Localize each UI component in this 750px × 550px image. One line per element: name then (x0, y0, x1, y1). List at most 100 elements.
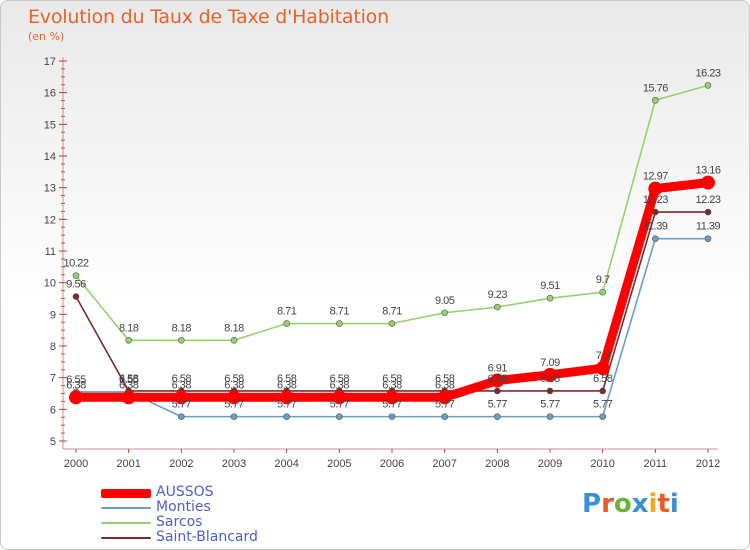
logo-letter: i (648, 489, 658, 519)
data-point (441, 413, 448, 420)
x-tick-label: 2011 (644, 458, 668, 470)
data-point (69, 390, 83, 405)
logo-letter: r (601, 489, 614, 519)
data-point (230, 413, 238, 420)
y-tick-label: 11 (45, 246, 56, 258)
logo-letter: i (669, 489, 679, 519)
x-tick-label: 2006 (380, 458, 404, 470)
data-point (283, 413, 290, 420)
data-point (178, 413, 185, 420)
data-label: 5.77 (540, 399, 560, 411)
data-point (72, 293, 80, 300)
logo-letter: t (657, 489, 670, 519)
data-point (336, 413, 343, 420)
data-point (494, 387, 501, 395)
y-tick-label: 16 (44, 88, 56, 100)
x-tick-label: 2004 (274, 458, 298, 470)
data-label: 9.05 (435, 295, 455, 307)
data-label: 6.91 (488, 363, 508, 375)
data-label: 6.38 (224, 379, 244, 391)
data-label: 5.77 (435, 399, 455, 411)
data-label: 5.77 (330, 399, 350, 411)
data-point (121, 390, 136, 405)
data-label: 6.58 (593, 373, 613, 385)
data-label: 6.55 (119, 374, 139, 386)
data-point (385, 390, 399, 405)
data-point (599, 387, 606, 395)
logo-letter: o (613, 489, 632, 519)
data-point (704, 82, 712, 89)
data-label: 9.23 (488, 289, 508, 301)
data-label: 6.58 (540, 373, 560, 385)
data-point (704, 235, 712, 242)
data-point (652, 235, 659, 242)
data-label: 5.77 (224, 399, 244, 411)
x-tick-label: 2010 (590, 458, 614, 470)
data-point (494, 413, 501, 420)
data-point (227, 390, 241, 405)
data-label: 7.3 (596, 350, 610, 362)
data-point (279, 390, 294, 405)
data-label: 6.58 (224, 373, 244, 385)
legend-label: Monties (156, 499, 211, 515)
data-label: 6.38 (330, 379, 350, 391)
data-point (648, 181, 663, 196)
data-point (441, 309, 448, 317)
series-line-sarcos (75, 84, 709, 342)
logo-letter: x (631, 489, 649, 519)
data-label: 6.38 (435, 379, 455, 391)
data-label: 6.58 (277, 373, 297, 385)
y-tick-label: 7 (50, 373, 56, 385)
data-label: 5.77 (593, 399, 613, 411)
data-label: 12.97 (643, 171, 668, 183)
data-label: 15.76 (643, 82, 668, 94)
data-label: 11.39 (643, 221, 668, 233)
legend-label: AUSSOS (156, 484, 214, 500)
data-label: 8.18 (224, 322, 244, 334)
data-label: 7.09 (540, 357, 560, 369)
data-point (543, 367, 557, 382)
series-line-aussos (71, 178, 713, 402)
legend-swatch (101, 522, 151, 524)
data-label: 11.39 (696, 221, 721, 233)
data-point (125, 336, 132, 344)
data-point (546, 387, 554, 395)
data-point (494, 303, 501, 311)
data-point (701, 175, 715, 190)
x-tick-label: 2009 (538, 458, 562, 470)
series-line-saint-blancard (75, 211, 709, 392)
legend-label: Saint-Blancard (156, 529, 258, 545)
y-tick-label: 17 (44, 56, 56, 68)
data-point (704, 208, 712, 216)
x-tick-label: 2002 (169, 458, 193, 470)
x-tick-label: 2003 (222, 458, 246, 470)
data-label: 8.18 (119, 322, 139, 334)
legend-swatch (101, 489, 151, 498)
data-point (72, 272, 80, 280)
data-label: 8.18 (172, 322, 192, 334)
data-point (178, 336, 185, 344)
y-tick-label: 15 (44, 119, 56, 131)
data-label: 6.55 (66, 374, 86, 386)
legend-label: Sarcos (156, 514, 203, 530)
data-label: 13.16 (695, 165, 720, 177)
legend-swatch (101, 507, 151, 509)
data-label: 6.58 (435, 373, 455, 385)
data-point (595, 361, 610, 376)
data-point (283, 320, 290, 327)
y-tick-label: 8 (50, 341, 56, 353)
data-label: 6.38 (277, 379, 297, 391)
data-point (230, 336, 238, 344)
data-label: 6.38 (66, 379, 86, 391)
data-label: 6.58 (330, 373, 350, 385)
data-label: 8.71 (330, 306, 350, 318)
x-tick-label: 2007 (432, 458, 456, 470)
data-label: 9.56 (66, 279, 86, 291)
data-label: 5.77 (488, 399, 508, 411)
y-tick-label: 13 (44, 183, 56, 195)
data-point (437, 390, 452, 405)
y-tick-label: 14 (44, 151, 56, 163)
chart-title: Evolution du Taux de Taxe d'Habitation (28, 6, 389, 28)
